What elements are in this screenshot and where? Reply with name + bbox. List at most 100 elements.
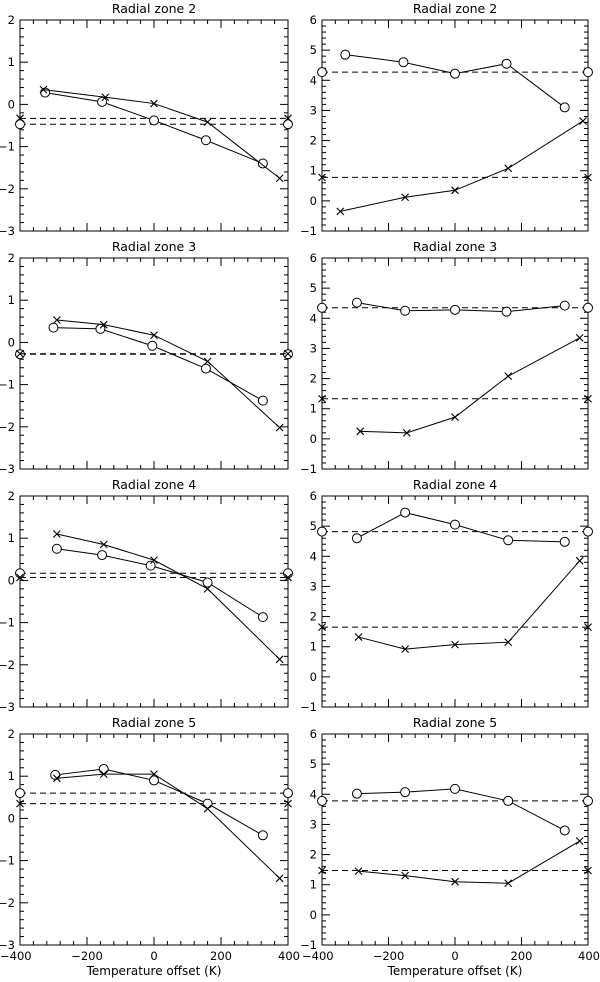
circle-marker [202, 577, 213, 588]
x-marker [318, 394, 326, 403]
series-markers-circle [340, 49, 570, 113]
y-tick-label: 2 [310, 848, 317, 862]
plot-frame [19, 733, 289, 946]
y-tick-label: −1 [300, 938, 317, 952]
x-marker [52, 530, 61, 538]
circle-marker [15, 568, 25, 579]
series-line-circle [56, 548, 264, 618]
series-line-circle [55, 768, 264, 836]
y-tick-label: 0 [8, 811, 15, 825]
circle-marker [149, 775, 159, 786]
series-markers-cross [52, 316, 284, 432]
x-marker [16, 573, 24, 582]
y-tick-label: −3 [0, 224, 15, 238]
x-marker [451, 186, 459, 195]
x-axis-label: Temperature offset (K) [86, 964, 222, 978]
reference-markers-x [16, 349, 292, 358]
x-marker [203, 804, 212, 813]
circle-marker [257, 612, 268, 623]
series-line-cross [360, 337, 580, 434]
x-marker [16, 349, 24, 358]
circle-marker [317, 302, 327, 313]
circle-marker [559, 536, 570, 547]
series-markers-circle [48, 322, 268, 406]
x-marker [354, 633, 363, 641]
series-line-cross [43, 89, 280, 179]
chart-panel-5: Radial zone 4 −3 −2 −1 0 1 2 [0, 477, 293, 714]
y-tick-label: 4 [310, 787, 317, 801]
y-tick-label: −2 [0, 896, 15, 910]
x-marker [16, 114, 24, 123]
circle-marker [15, 788, 25, 799]
circle-marker [351, 297, 362, 308]
y-tick-label: 0 [310, 432, 317, 446]
circle-marker [283, 568, 293, 579]
circle-marker [559, 300, 570, 311]
y-tick-label: −3 [0, 462, 15, 476]
x-marker [150, 556, 158, 565]
x-marker [16, 799, 24, 808]
series-line-cross [56, 319, 280, 429]
y-tick-label: 0 [310, 194, 317, 208]
y-tick-label: 1 [310, 878, 317, 892]
circle-marker [501, 58, 512, 69]
circle-marker [200, 135, 211, 146]
plot-frame [321, 19, 589, 232]
series-markers-cross [52, 530, 284, 664]
chart-panel-1: Radial zone 2 −3 −2 −1 0 1 2 [0, 1, 293, 238]
x-marker [275, 174, 284, 183]
chart-title: Radial zone 5 [112, 715, 196, 730]
x-marker [99, 770, 108, 778]
series-markers-circle [51, 543, 268, 623]
y-tick-label: 5 [310, 757, 317, 771]
x-tick-label: 400 [278, 949, 300, 963]
circle-marker [583, 67, 593, 78]
circle-marker [48, 322, 59, 333]
series-line-cross [358, 560, 581, 650]
x-marker [284, 573, 292, 582]
y-tick-label: 0 [310, 908, 317, 922]
series-line-circle [356, 302, 565, 313]
circle-marker [257, 395, 268, 406]
x-marker [52, 774, 61, 783]
chart-panel-4: Radial zone 3 −1 0 1 2 3 4 5 6 [300, 239, 593, 476]
series-markers-circle [351, 297, 570, 317]
plot-frame [321, 733, 589, 946]
circle-marker [317, 526, 327, 537]
reference-markers-circle [15, 119, 293, 130]
reference-markers-x [16, 799, 292, 808]
series-line-cross [358, 840, 580, 884]
x-marker [150, 99, 158, 108]
x-marker [584, 623, 592, 632]
y-tick-label: 3 [310, 817, 317, 831]
x-marker [52, 316, 61, 324]
y-tick-label: 4 [310, 311, 317, 325]
chart-title: Radial zone 2 [112, 1, 196, 16]
x-marker [275, 655, 284, 664]
series-line-circle [345, 54, 566, 108]
y-tick-label: 6 [310, 489, 317, 503]
circle-marker [398, 57, 409, 68]
circle-marker [503, 535, 514, 546]
circle-marker [145, 560, 156, 571]
y-tick-label: 0 [8, 573, 15, 587]
circle-marker [317, 67, 327, 78]
circle-marker [559, 825, 570, 836]
x-marker [401, 645, 410, 654]
y-tick-label: 6 [310, 13, 317, 27]
x-marker [504, 372, 513, 381]
circle-marker [317, 795, 327, 806]
x-marker [584, 394, 592, 403]
x-marker [504, 879, 513, 888]
y-tick-label: 4 [310, 73, 317, 87]
circle-marker [98, 764, 109, 775]
y-tick-label: 1 [8, 55, 15, 69]
y-tick-label: −1 [0, 616, 15, 630]
x-marker [318, 623, 326, 632]
y-tick-label: 2 [310, 610, 317, 624]
series-markers-cross [356, 333, 584, 437]
series-line-circle [356, 512, 565, 543]
x-tick-label: 200 [511, 949, 533, 963]
x-tick-label: 0 [451, 949, 458, 963]
